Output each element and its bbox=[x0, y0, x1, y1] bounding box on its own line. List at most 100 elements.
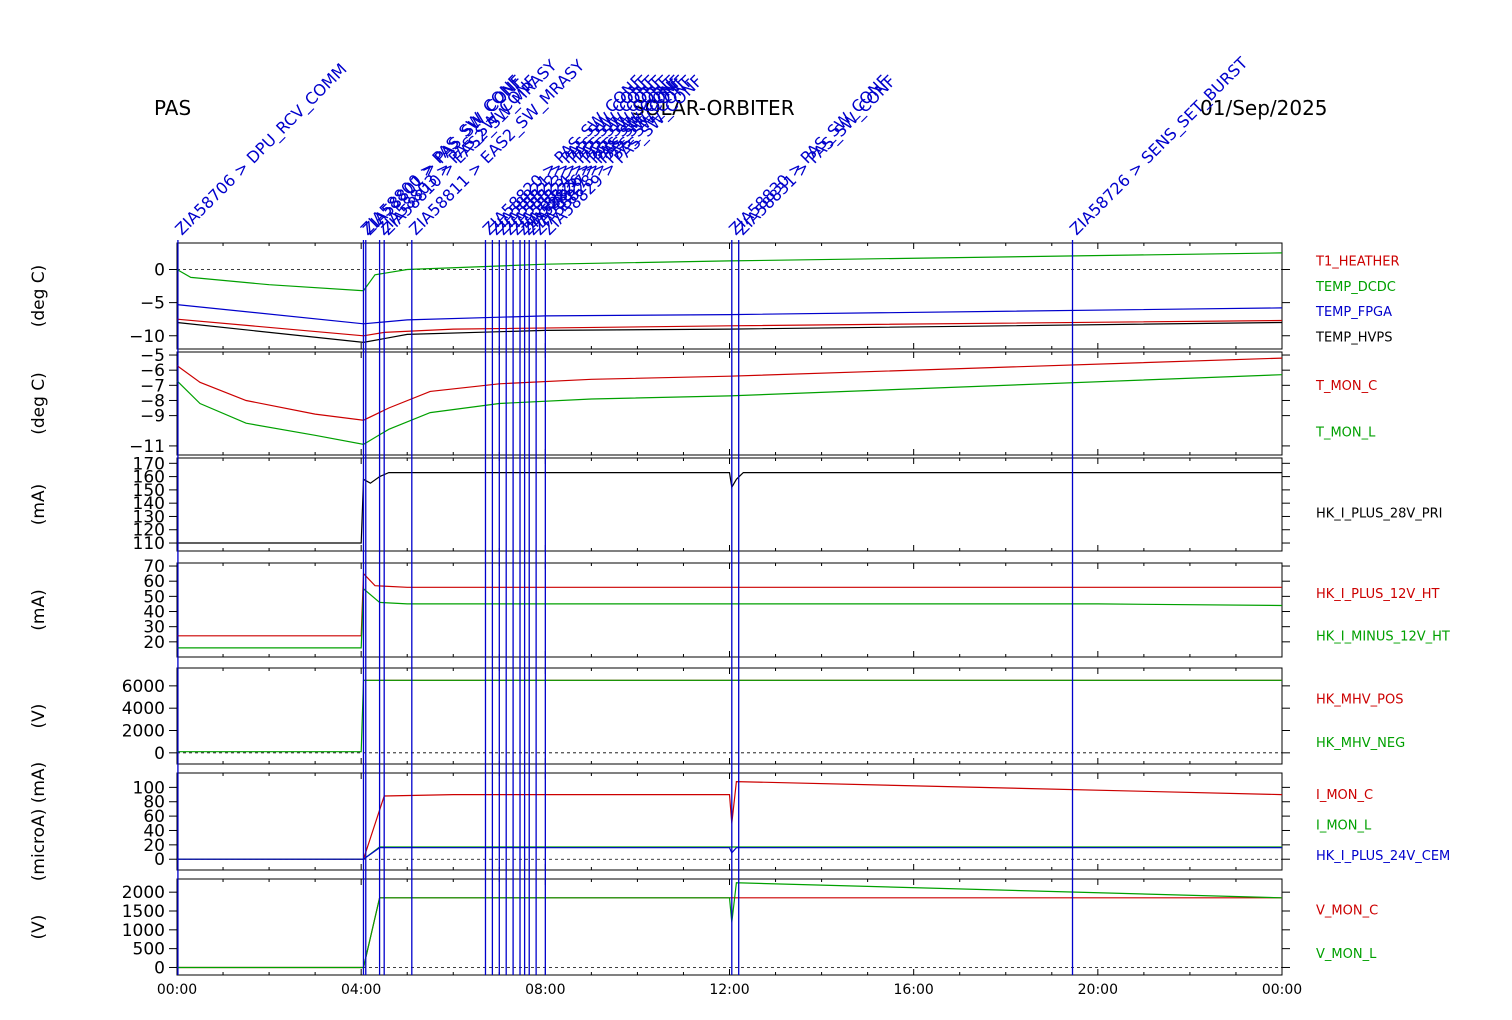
series-hk_i_plus_12v_ht bbox=[177, 572, 1282, 637]
y-tick-label: 30 bbox=[143, 618, 165, 638]
y-axis-label: (microA) (mA) bbox=[29, 762, 49, 881]
y-tick-label: 1000 bbox=[122, 921, 165, 941]
x-tick-label: 04:00 bbox=[341, 982, 381, 998]
y-tick-label: −7 bbox=[140, 376, 165, 396]
y-tick-label: 40 bbox=[143, 821, 165, 841]
y-tick-label: 500 bbox=[133, 940, 165, 960]
event-label: ZIA58831 > PAS_SW_CONF bbox=[732, 71, 900, 239]
panel-frame bbox=[176, 772, 1283, 871]
y-tick-label: −5 bbox=[140, 346, 165, 366]
panel-frame bbox=[176, 242, 1283, 350]
x-tick-label: 20:00 bbox=[1078, 982, 1118, 998]
y-tick-label: 150 bbox=[133, 481, 165, 501]
y-tick-label: −10 bbox=[129, 327, 165, 347]
y-tick-label: −9 bbox=[140, 407, 165, 427]
instrument-title: PAS bbox=[154, 96, 192, 120]
y-tick-label: 0 bbox=[154, 261, 165, 281]
legend-hk_mhv_pos: HK_MHV_POS bbox=[1316, 693, 1404, 708]
series-i_mon_c bbox=[177, 780, 1283, 860]
y-tick-label: 0 bbox=[154, 744, 165, 764]
date-title: 01/Sep/2025 bbox=[1200, 96, 1328, 120]
y-tick-label: 120 bbox=[133, 521, 165, 541]
legend-temp_fpga: TEMP_FPGA bbox=[1315, 305, 1392, 320]
y-tick-label: 4000 bbox=[122, 699, 165, 719]
series-hk_mhv_neg bbox=[177, 679, 1282, 753]
legend-hk_mhv_neg: HK_MHV_NEG bbox=[1316, 736, 1405, 751]
y-tick-label: 40 bbox=[143, 603, 165, 623]
event-label: ZIA58706 > DPU_RCV_COMM bbox=[171, 60, 351, 240]
series-hk_i_plus_28v_pri bbox=[177, 472, 1282, 544]
x-tick-label: 00:00 bbox=[157, 982, 197, 998]
y-tick-label: 70 bbox=[143, 557, 165, 577]
y-axis-label: (V) bbox=[29, 704, 49, 729]
y-tick-label: −8 bbox=[140, 391, 165, 411]
legend-v_mon_c: V_MON_C bbox=[1316, 904, 1378, 919]
panel-2: −11 −9−8−7−6−5 (deg C) T_MON_C T_MON_L bbox=[29, 346, 1377, 457]
legend-temp_dcdc: TEMP_DCDC bbox=[1315, 280, 1396, 295]
y-tick-label: 60 bbox=[143, 807, 165, 827]
y-axis-label: (mA) bbox=[29, 484, 49, 525]
y-tick-label: 170 bbox=[133, 454, 165, 474]
series-t1_heather bbox=[176, 318, 1283, 337]
y-tick-label: −6 bbox=[140, 361, 165, 381]
legend-hk_i_plus_28v_pri: HK_I_PLUS_28V_PRI bbox=[1316, 506, 1442, 521]
y-axis-label: (deg C) bbox=[29, 372, 49, 435]
legend-t_mon_c: T_MON_C bbox=[1315, 379, 1377, 394]
series-v_mon_c bbox=[177, 897, 1282, 969]
event-label: ZIA58726 > SENS_SET_BURST bbox=[1066, 53, 1252, 239]
y-tick-label: 2000 bbox=[122, 722, 165, 742]
y-tick-label: 20 bbox=[143, 633, 165, 653]
y-tick-label: 160 bbox=[133, 468, 165, 488]
legend-v_mon_l: V_MON_L bbox=[1316, 947, 1377, 962]
series-temp_dcdc bbox=[176, 252, 1283, 292]
x-tick-label: 00:00 bbox=[1262, 982, 1302, 998]
series-temp_fpga bbox=[176, 304, 1283, 325]
y-axis-label: (mA) bbox=[29, 589, 49, 630]
event-markers: ZIA58706 > DPU_RCV_COMM ZIA58800 > PAS_SW… bbox=[171, 53, 1252, 975]
y-tick-label: −11 bbox=[129, 437, 165, 457]
series-v_mon_l bbox=[177, 882, 1283, 969]
series-temp_hvps bbox=[176, 321, 1283, 344]
legend-t1_heather: T1_HEATHER bbox=[1315, 255, 1400, 270]
y-axis-label: (V) bbox=[29, 915, 49, 940]
y-tick-label: 0 bbox=[154, 958, 165, 978]
y-tick-label: 1500 bbox=[122, 902, 165, 922]
series-t_mon_l bbox=[176, 374, 1283, 446]
y-tick-label: 60 bbox=[143, 572, 165, 592]
y-tick-label: 100 bbox=[133, 778, 165, 798]
legend-t_mon_l: T_MON_L bbox=[1315, 426, 1376, 441]
mission-title: SOLAR-ORBITER bbox=[632, 96, 795, 120]
legend-i_mon_l: I_MON_L bbox=[1316, 819, 1372, 834]
y-tick-label: 130 bbox=[133, 507, 165, 527]
y-tick-label: 6000 bbox=[122, 677, 165, 697]
y-tick-label: 50 bbox=[143, 587, 165, 607]
legend-hk_i_plus_24v_cem: HK_I_PLUS_24V_CEM bbox=[1316, 849, 1450, 864]
y-tick-label: 140 bbox=[133, 494, 165, 514]
series-t_mon_c bbox=[176, 357, 1283, 421]
x-tick-label: 12:00 bbox=[709, 982, 749, 998]
panel-frame bbox=[176, 562, 1283, 658]
series-hk_i_minus_12v_ht bbox=[177, 587, 1283, 649]
x-tick-label: 16:00 bbox=[893, 982, 933, 998]
y-tick-label: 110 bbox=[133, 534, 165, 554]
x-tick-label: 08:00 bbox=[525, 982, 565, 998]
y-tick-label: 20 bbox=[143, 836, 165, 856]
legend-temp_hvps: TEMP_HVPS bbox=[1315, 330, 1392, 345]
panel-frame bbox=[176, 667, 1283, 765]
y-tick-label: −5 bbox=[140, 294, 165, 314]
panel-1: −10 −5 0 (deg C) T1_HEATHER TEMP_DCDC TEMP_FPG… bbox=[29, 242, 1400, 350]
y-tick-label: 80 bbox=[143, 793, 165, 813]
panel-frame bbox=[176, 457, 1283, 552]
y-tick-label: 0 bbox=[154, 850, 165, 870]
legend-hk_i_minus_12v_ht: HK_I_MINUS_12V_HT bbox=[1316, 630, 1450, 645]
panel-frame bbox=[176, 351, 1283, 456]
y-tick-label: 2000 bbox=[122, 883, 165, 903]
legend-hk_i_plus_12v_ht: HK_I_PLUS_12V_HT bbox=[1316, 587, 1440, 602]
legend-i_mon_c: I_MON_C bbox=[1316, 788, 1373, 803]
